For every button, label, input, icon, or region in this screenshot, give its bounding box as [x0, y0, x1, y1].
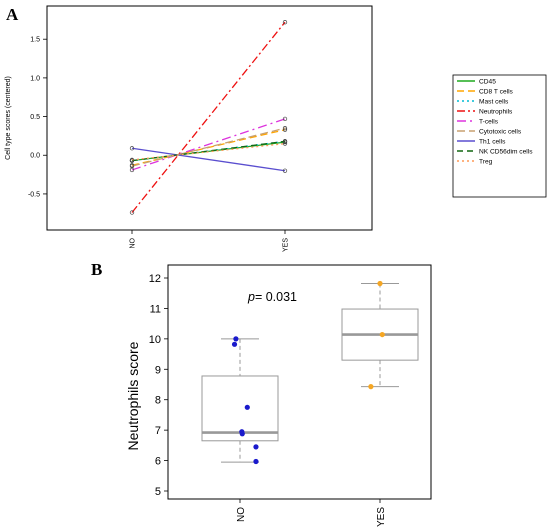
- legend-label: NK CD56dim cells: [479, 149, 533, 156]
- data-point: [129, 163, 135, 169]
- y-axis-label: Neutrophils score: [125, 341, 141, 450]
- y-tick-label: 5: [155, 486, 161, 498]
- data-point: [233, 336, 239, 342]
- x-axis: NO YES: [236, 499, 387, 527]
- data-point: [129, 210, 135, 215]
- y-tick-label: 9: [155, 364, 161, 376]
- x-tick-label: YES: [283, 238, 290, 252]
- plot-frame: [167, 264, 432, 500]
- legend-label: T-cells: [479, 119, 499, 126]
- y-axis: -0.5 0.0 0.5 1.0 1.5: [28, 37, 47, 198]
- panel-a-line-chart: A -0.5 0.0 0.5 1.0 1.5 NO YES Cell type score…: [5, 5, 547, 252]
- data-point: [368, 384, 374, 390]
- y-axis: 5 6 7 8 9 10 11 12: [149, 273, 168, 498]
- y-tick-label: 10: [149, 334, 161, 346]
- data-point: [377, 280, 383, 287]
- legend-label: Treg: [479, 159, 493, 166]
- legend-label: Th1 cells: [479, 139, 506, 146]
- y-tick-label: -0.5: [28, 191, 40, 198]
- legend-label: CD45: [479, 79, 496, 86]
- data-point: [379, 331, 385, 338]
- data-point: [129, 146, 135, 151]
- data-point: [282, 139, 288, 144]
- x-tick-label: YES: [376, 507, 387, 527]
- x-tick-label: NO: [236, 507, 247, 522]
- legend-label: Neutrophils: [479, 109, 513, 116]
- series-th1-cells: [129, 146, 288, 173]
- data-point: [129, 157, 135, 163]
- series-neutrophils: [129, 20, 288, 215]
- series-line: [131, 21, 286, 213]
- legend-label: Mast cells: [479, 99, 509, 106]
- p-value-symbol: p: [247, 290, 255, 304]
- series-lines: [129, 20, 288, 215]
- data-point: [253, 458, 259, 465]
- series-treg: [129, 141, 288, 163]
- y-tick-label: 1.5: [30, 37, 40, 44]
- series-line: [131, 142, 286, 161]
- y-tick-label: 6: [155, 456, 161, 468]
- panel-a-label: A: [6, 5, 19, 24]
- series-cytotoxic-cells: [129, 126, 288, 169]
- boxes: [201, 280, 419, 465]
- y-tick-label: 12: [149, 273, 161, 285]
- x-tick-label: NO: [130, 237, 137, 248]
- data-point: [231, 341, 238, 347]
- data-point: [282, 126, 288, 131]
- series-line: [131, 127, 286, 167]
- data-point: [282, 127, 288, 132]
- data-point: [244, 404, 250, 410]
- data-point: [282, 168, 288, 173]
- data-point: [282, 141, 288, 146]
- y-tick-label: 0.0: [30, 153, 40, 160]
- y-tick-label: 8: [155, 395, 161, 407]
- y-axis-label: Cell type scores (centered): [5, 76, 12, 160]
- y-tick-label: 11: [150, 303, 161, 315]
- box-no: [201, 336, 279, 465]
- plot-frame: [46, 5, 373, 231]
- y-tick-label: 0.5: [30, 114, 40, 121]
- y-tick-label: 7: [155, 425, 161, 437]
- legend-box: [452, 74, 547, 198]
- series-line: [131, 118, 286, 171]
- p-value-text: = 0.031: [255, 290, 297, 304]
- y-tick-label: 1.0: [30, 75, 40, 82]
- legend-label: Cytotoxic cells: [479, 129, 522, 136]
- panel-b-box-plot: B 5 6 7 8 9 10 11 12 NO YES Neutrophils score p=…: [91, 260, 432, 527]
- data-point: [282, 116, 288, 122]
- panel-b-label: B: [91, 260, 102, 279]
- legend: CD45 CD8 T cells Mast cells Neutrophils T-ce…: [452, 74, 547, 198]
- legend-label: CD8 T cells: [479, 89, 514, 96]
- data-point: [253, 444, 259, 450]
- p-value-annotation: p= 0.031: [247, 290, 297, 304]
- series-line: [131, 147, 286, 172]
- box-yes: [341, 280, 419, 390]
- x-axis: NO YES: [130, 230, 290, 252]
- data-point: [239, 431, 245, 437]
- data-point: [282, 20, 288, 25]
